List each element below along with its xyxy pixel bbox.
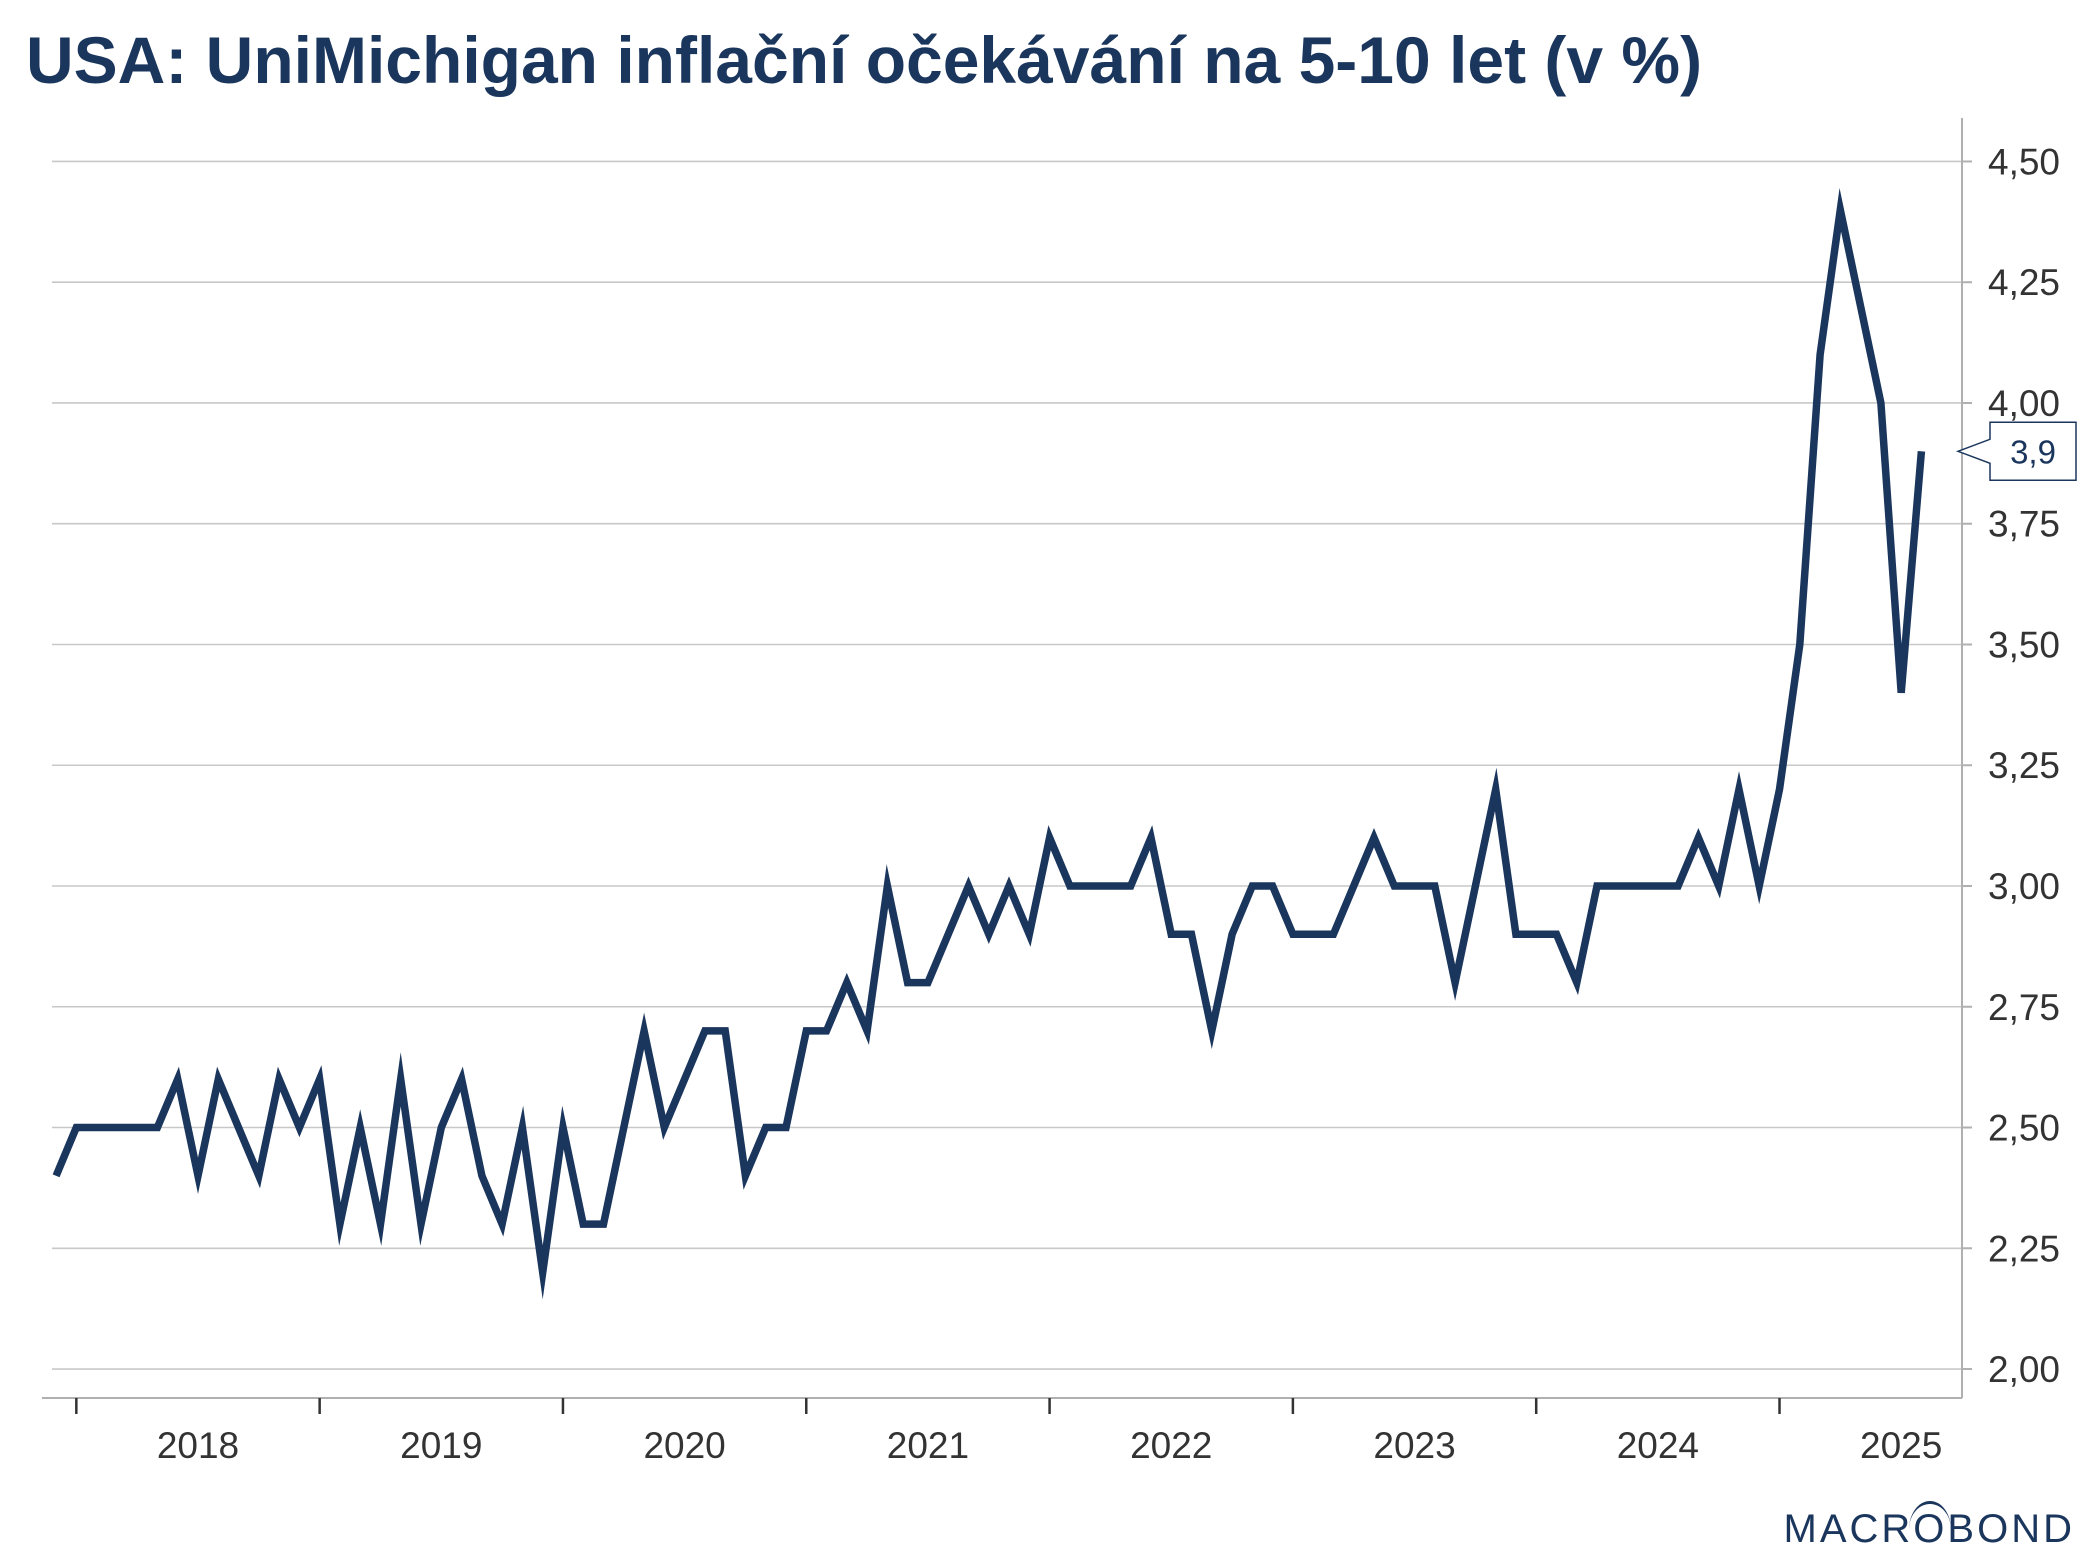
y-tick-label-1: 2,25 [1988,1228,2060,1269]
y-tick-label-10: 4,50 [1988,141,2060,182]
series-line [52,188,1926,1300]
x-axis-tick-labels: 2018 2019 2020 2021 2022 2023 2024 2025 [75,1398,1942,1466]
x-tick-label-2025: 2025 [1860,1425,1942,1466]
x-tick-label-2023: 2023 [1373,1425,1455,1466]
x-tick-label-2019: 2019 [400,1425,482,1466]
x-tick-label-2020: 2020 [643,1425,725,1466]
x-tick-label-2024: 2024 [1617,1425,1699,1466]
x-tick-label-2021: 2021 [887,1425,969,1466]
y-tick-label-6: 3,50 [1988,624,2060,665]
x-tick-label-2022: 2022 [1130,1425,1212,1466]
y-axis-tick-labels: 2,00 2,25 2,50 2,75 3,00 3,25 3,50 3,75 4,00 4,25… [1988,141,2060,1390]
series-layer [52,188,1926,1300]
y-tick-label-8: 4,00 [1988,383,2060,424]
gridlines [52,160,1972,1371]
y-tick-label-2: 2,50 [1988,1108,2060,1149]
chart-title: USA: UniMichigan inflační očekávání na 5… [26,23,1703,97]
y-tick-label-3: 2,75 [1988,987,2060,1028]
last-value-box [1955,421,2077,482]
y-tick-label-4: 3,00 [1988,866,2060,907]
last-value-callout: 3,9 [1955,421,2077,482]
logo-text-o: O [1909,1501,1952,1551]
y-tick-label-9: 4,25 [1988,262,2060,303]
y-tick-label-0: 2,00 [1988,1349,2060,1390]
last-value-label: 3,9 [2010,433,2056,470]
y-tick-label-7: 3,75 [1988,504,2060,545]
y-tick-label-5: 3,25 [1988,745,2060,786]
logo-text-end: BOND [1947,1507,2075,1551]
x-tick-label-2018: 2018 [157,1425,239,1466]
logo-text-start: MACR [1783,1507,1914,1551]
axes [42,118,1963,1399]
macrobond-logo: MACROBOND [1783,1501,2075,1552]
